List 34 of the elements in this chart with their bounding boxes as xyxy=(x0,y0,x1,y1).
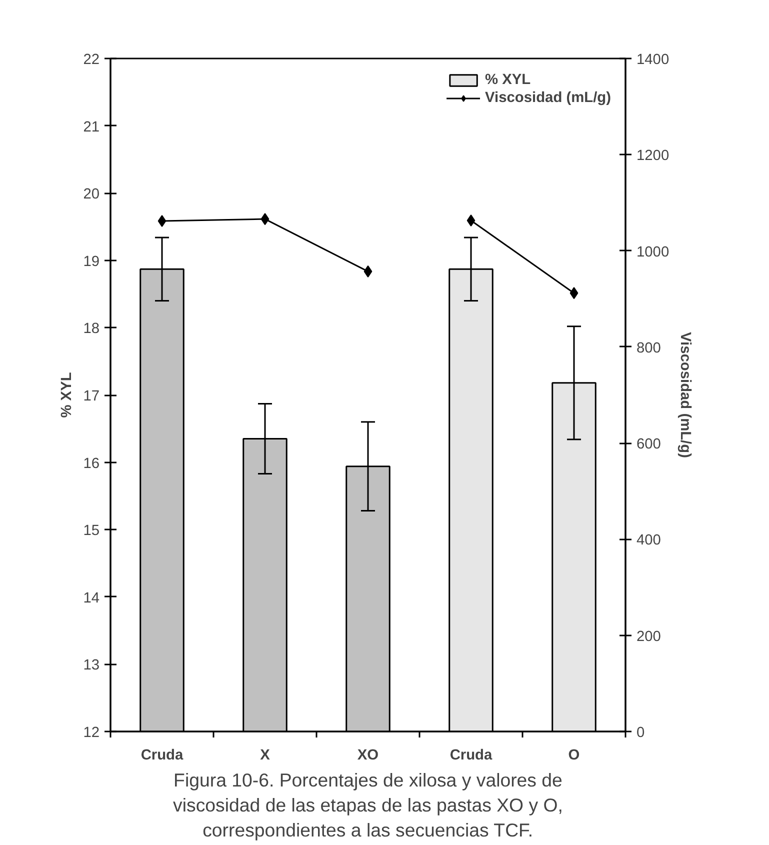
y-tick-label: 20 xyxy=(83,186,100,203)
y-tick-label: 16 xyxy=(83,456,100,472)
y2-tick-label: 400 xyxy=(636,532,661,549)
point xyxy=(158,214,166,227)
point xyxy=(260,213,270,226)
y-tick-label: 21 xyxy=(83,119,100,136)
y2-tick-label: 600 xyxy=(636,436,661,453)
y2-tick-label: 1200 xyxy=(636,148,670,164)
y-tick-label: 13 xyxy=(83,658,100,674)
y-tick-label: 12 xyxy=(83,725,100,741)
y-tick-label: 22 xyxy=(83,52,100,68)
y-tick-label: 19 xyxy=(83,254,100,270)
y-tick-label: 15 xyxy=(83,523,100,540)
y2-tick-label: 800 xyxy=(636,340,661,356)
legend-label: Viscosidad (mL/g) xyxy=(485,90,611,106)
point xyxy=(466,214,476,226)
y2-tick-label: 0 xyxy=(636,725,645,741)
y-tick-label: 14 xyxy=(83,590,100,606)
y-axis-title: % XYL xyxy=(59,372,76,418)
x-tick-label: XO xyxy=(357,748,379,764)
x-tick-label: O xyxy=(568,748,580,764)
legend-label: % XYL xyxy=(485,72,531,88)
x-tick-label: Cruda xyxy=(140,748,184,764)
y2-tick-label: 200 xyxy=(636,628,661,645)
point xyxy=(364,265,372,278)
x-tick-label: Cruda xyxy=(450,748,494,764)
text: Figura 10-6. Porcentajes de xilosa y valores de viscosidad de las etapas de las pastas XO y O, correspondientes a las secuencias TCF. xyxy=(173,770,563,840)
y2-tick-label: 1000 xyxy=(636,244,670,260)
y-tick-label: 17 xyxy=(83,388,100,404)
y-tick-label: 18 xyxy=(83,321,100,338)
y2-axis-title: Viscosidad (mL/g) xyxy=(677,332,694,458)
x-tick-label: X xyxy=(260,748,270,764)
y2-tick-label: 1400 xyxy=(636,52,670,68)
point xyxy=(570,287,578,300)
